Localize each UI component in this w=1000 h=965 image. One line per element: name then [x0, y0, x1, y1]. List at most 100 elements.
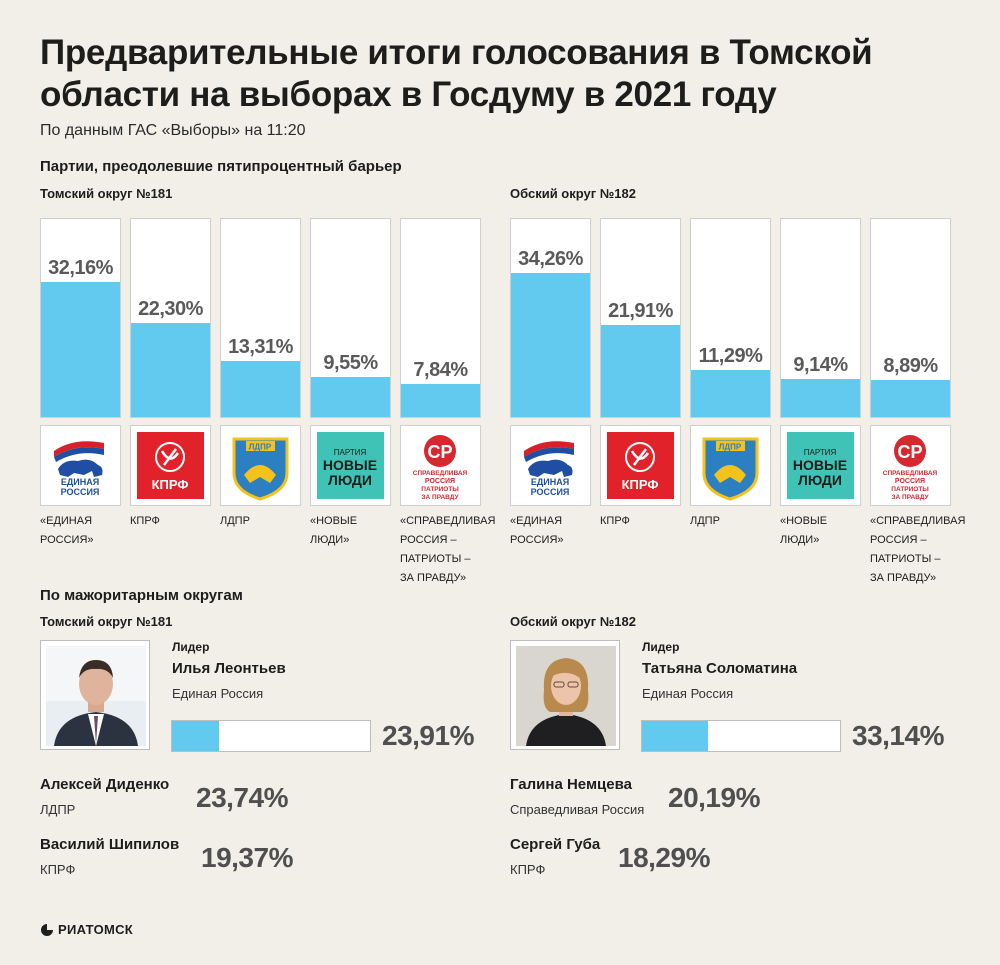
- logo-text: ЕДИНАЯ: [531, 477, 569, 487]
- logo-text: ЛДПР: [719, 443, 742, 452]
- candidate-party-guba: КПРФ: [510, 862, 546, 877]
- bar: [691, 370, 770, 417]
- leader-bar-fill-181: [172, 721, 220, 751]
- party-name-label: «НОВЫЕ ЛЮДИ»: [310, 512, 405, 550]
- leader-label-182: Лидер: [642, 640, 680, 654]
- party-logo: ЕДИНАЯ РОССИЯ: [40, 425, 121, 506]
- party-name-label: «СПРАВЕДЛИВАЯ РОССИЯ – ПАТРИОТЫ – ЗА ПРАВДУ…: [870, 512, 965, 588]
- bar-box: 11,29%: [690, 218, 771, 418]
- party-name-label: «СПРАВЕДЛИВАЯ РОССИЯ – ПАТРИОТЫ – ЗА ПРАВДУ…: [400, 512, 495, 588]
- party-name-label: КПРФ: [130, 512, 225, 531]
- bar-box: 7,84%: [400, 218, 481, 418]
- logo-text: ПАТРИОТЫ: [421, 486, 458, 493]
- district-181-heading: Томский округ №181: [40, 186, 173, 201]
- leader-value-181: 23,91%: [382, 720, 474, 751]
- party-name-line: «ЕДИНАЯ: [40, 515, 93, 527]
- candidate-value-guba: 18,29%: [618, 842, 710, 873]
- party-logo: СР СПРАВЕДЛИВАЯ РОССИЯ ПАТРИОТЫ ЗА ПРАВДУ: [870, 425, 951, 506]
- logo-text: КПРФ: [152, 477, 189, 492]
- leader-value-182: 33,14%: [852, 720, 944, 751]
- party-name-line: «СПРАВЕДЛИВАЯ: [870, 515, 966, 527]
- logo-text: РОССИЯ: [61, 487, 100, 497]
- bar-value-label: 13,31%: [228, 336, 293, 358]
- bar-value-label: 7,84%: [413, 359, 468, 381]
- party-logo: ЕДИНАЯ РОССИЯ: [510, 425, 591, 506]
- bar: [601, 325, 680, 417]
- bar-value-label: 9,55%: [323, 352, 378, 374]
- party-name-line: «НОВЫЕ: [780, 515, 828, 527]
- maj-district-182-heading: Обский округ №182: [510, 614, 636, 629]
- candidate-name-guba: Сергей Губа: [510, 836, 601, 853]
- bar-box: 34,26%: [510, 218, 591, 418]
- candidate-value-didenko: 23,74%: [196, 782, 288, 813]
- party-name-line: ЛЮДИ»: [780, 534, 820, 546]
- kprf-logo: КПРФ: [604, 429, 677, 502]
- candidate-value-shipilov: 19,37%: [201, 842, 293, 873]
- candidate-name-nemtseva: Галина Немцева: [510, 776, 632, 793]
- party-logo: КПРФ: [600, 425, 681, 506]
- candidate-name-didenko: Алексей Диденко: [40, 776, 170, 793]
- logo-text: НОВЫЕ: [323, 457, 377, 473]
- party-name-line: КПРФ: [600, 515, 630, 527]
- party-name-label: «ЕДИНАЯ РОССИЯ»: [40, 512, 135, 550]
- logo-text: СР: [427, 442, 452, 462]
- bar: [311, 377, 390, 417]
- logo-text: НОВЫЕ: [793, 457, 847, 473]
- bar-box: 9,55%: [310, 218, 391, 418]
- bar-value-label: 34,26%: [518, 248, 583, 270]
- party-name-line: КПРФ: [130, 515, 160, 527]
- party-name-line: ЗА ПРАВДУ»: [400, 572, 467, 584]
- leader-bar-182: [641, 720, 841, 752]
- party-name-line: РОССИЯ»: [510, 534, 564, 546]
- logo-text: ПАТРИОТЫ: [891, 486, 928, 493]
- bar-value-label: 32,16%: [48, 257, 113, 279]
- bar-box: 32,16%: [40, 218, 121, 418]
- logo-text: РОССИЯ: [895, 478, 925, 485]
- candidate-photo-leontiev: [40, 640, 150, 750]
- logo-text: ЗА ПРАВДУ: [421, 494, 459, 501]
- maj-district-181-heading: Томский округ №181: [40, 614, 173, 629]
- party-name-line: ЛДПР: [220, 515, 250, 527]
- parties-heading: Партии, преодолевшие пятипроцентный барь…: [40, 158, 402, 175]
- leader-party-182: Единая Россия: [642, 686, 734, 701]
- party-logo: ПАРТИЯ НОВЫЕ ЛЮДИ: [780, 425, 861, 506]
- party-name-label: «НОВЫЕ ЛЮДИ»: [780, 512, 875, 550]
- bar-value-label: 8,89%: [883, 355, 938, 377]
- logo-text: ПАРТИЯ: [804, 448, 837, 457]
- leader-label-181: Лидер: [172, 640, 210, 654]
- party-name-line: ЛДПР: [690, 515, 720, 527]
- logo-text: РОССИЯ: [531, 487, 570, 497]
- kprf-logo: КПРФ: [134, 429, 207, 502]
- party-name-line: РОССИЯ –: [870, 534, 927, 546]
- bar: [221, 361, 300, 417]
- leader-party-181: Единая Россия: [172, 686, 264, 701]
- candidate-party-didenko: ЛДПР: [40, 802, 76, 817]
- logo-text: СПРАВЕДЛИВАЯ: [413, 470, 468, 477]
- bar-value-label: 21,91%: [608, 300, 673, 322]
- ria-icon: [41, 923, 53, 936]
- brand-text: РИАТОМСК: [58, 922, 134, 937]
- bar-box: 9,14%: [780, 218, 861, 418]
- party-name-line: РОССИЯ»: [40, 534, 94, 546]
- party-name-label: ЛДПР: [220, 512, 315, 531]
- majoritarian-heading: По мажоритарным округам: [40, 587, 243, 604]
- party-name-line: ЛЮДИ»: [310, 534, 350, 546]
- bar-box: 21,91%: [600, 218, 681, 418]
- candidate-value-nemtseva: 20,19%: [668, 782, 760, 813]
- candidate-party-nemtseva: Справедливая Россия: [510, 802, 645, 817]
- leader-name-182: Татьяна Соломатина: [642, 660, 798, 677]
- party-name-label: КПРФ: [600, 512, 695, 531]
- bar-box: 13,31%: [220, 218, 301, 418]
- party-logo: СР СПРАВЕДЛИВАЯ РОССИЯ ПАТРИОТЫ ЗА ПРАВДУ: [400, 425, 481, 506]
- party-name-line: РОССИЯ –: [400, 534, 457, 546]
- bar: [871, 380, 950, 417]
- leader-name-181: Илья Леонтьев: [172, 660, 286, 677]
- party-name-line: ПАТРИОТЫ –: [400, 553, 471, 565]
- party-name-line: ЗА ПРАВДУ»: [870, 572, 937, 584]
- logo-text: ЛЮДИ: [328, 472, 372, 488]
- party-logo: ЛДПР: [690, 425, 771, 506]
